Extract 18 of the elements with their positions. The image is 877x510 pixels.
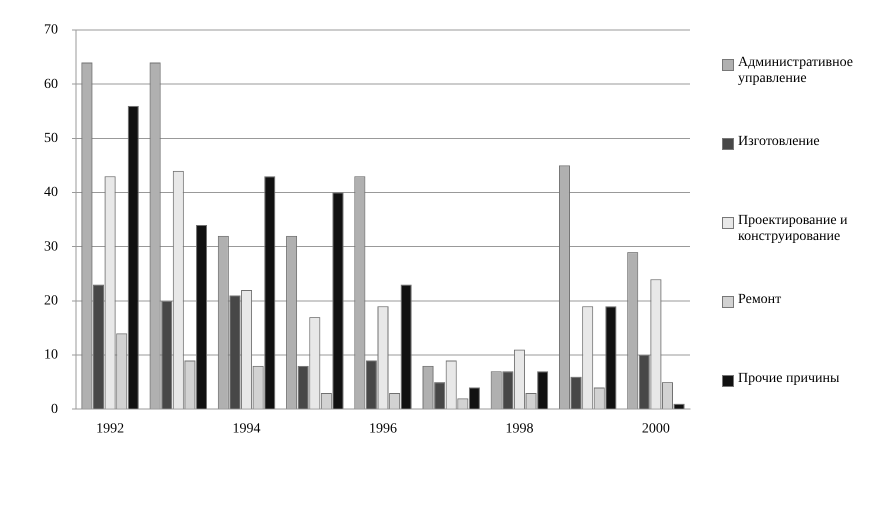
x-tick-label: 1996 (369, 421, 397, 436)
y-tick-label: 0 (51, 402, 58, 417)
y-tick-label: 60 (44, 76, 58, 92)
x-tick-label: 1994 (232, 421, 261, 436)
legend-label: Прочие причины (738, 371, 840, 387)
x-tick-label: 2000 (642, 421, 670, 436)
y-tick-label: 40 (44, 185, 58, 200)
legend-label: Проектирование и конструирование (738, 213, 849, 245)
x-tick-label: 1998 (505, 421, 534, 436)
y-tick-label: 30 (44, 239, 58, 254)
y-tick-label: 70 (44, 22, 58, 38)
y-tick-label: 50 (44, 131, 58, 146)
legend-label: Изготовление (738, 134, 820, 150)
y-tick-label: 20 (44, 294, 58, 309)
legend-label: Ремонт (738, 292, 782, 308)
legend-label: Административное управление (738, 55, 854, 87)
x-tick-label: 1992 (96, 421, 124, 436)
y-tick-label: 10 (44, 348, 58, 363)
